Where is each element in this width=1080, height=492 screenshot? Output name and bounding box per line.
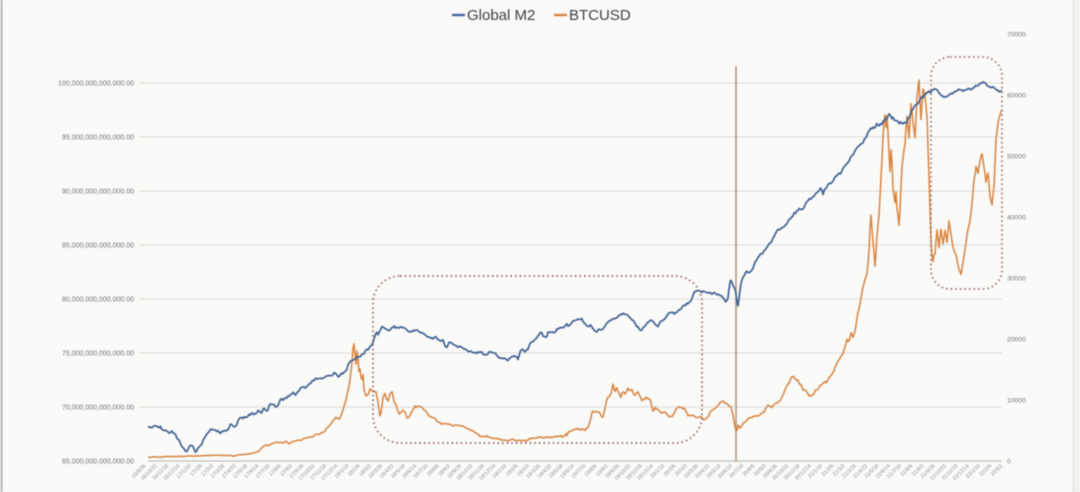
- svg-text:BTCUSD: BTCUSD: [569, 7, 631, 24]
- svg-text:30000: 30000: [1007, 275, 1026, 282]
- svg-text:85,000,000,000,000.00: 85,000,000,000,000.00: [62, 242, 134, 249]
- svg-text:50000: 50000: [1007, 153, 1026, 160]
- svg-text:60000: 60000: [1007, 92, 1026, 99]
- svg-text:100,000,000,000,000.00: 100,000,000,000,000.00: [58, 80, 134, 87]
- svg-text:Global M2: Global M2: [467, 7, 535, 24]
- svg-text:95,000,000,000,000.00: 95,000,000,000,000.00: [62, 134, 134, 141]
- svg-text:70000: 70000: [1007, 31, 1026, 38]
- svg-text:90,000,000,000,000.00: 90,000,000,000,000.00: [62, 188, 134, 195]
- svg-text:70,000,000,000,000.00: 70,000,000,000,000.00: [62, 404, 134, 411]
- svg-text:0: 0: [1007, 458, 1011, 465]
- svg-text:10000: 10000: [1007, 397, 1026, 404]
- svg-text:40000: 40000: [1007, 214, 1026, 221]
- svg-text:20000: 20000: [1007, 336, 1026, 343]
- svg-text:80,000,000,000,000.00: 80,000,000,000,000.00: [62, 296, 134, 303]
- svg-text:65,000,000,000,000.00: 65,000,000,000,000.00: [62, 458, 134, 465]
- svg-text:75,000,000,000,000.00: 75,000,000,000,000.00: [62, 350, 134, 357]
